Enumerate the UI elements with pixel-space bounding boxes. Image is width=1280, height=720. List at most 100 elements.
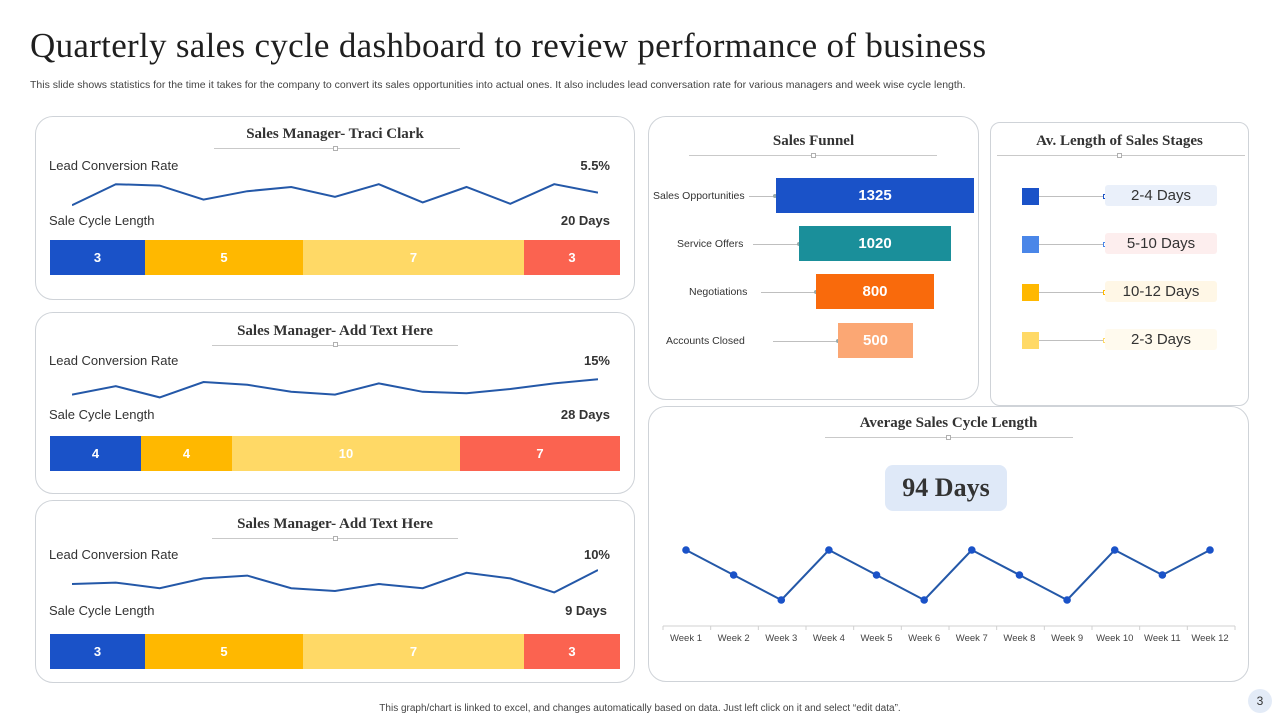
funnel-leader-line bbox=[761, 292, 816, 293]
funnel-leader-marker bbox=[773, 194, 777, 198]
lead-conversion-label: Lead Conversion Rate bbox=[49, 158, 179, 173]
title-underline-marker bbox=[946, 435, 951, 440]
week-tick-label: Week 5 bbox=[861, 633, 893, 644]
segment-2: 5 bbox=[145, 240, 303, 275]
funnel-bar-service-offers: 1020 bbox=[799, 226, 951, 261]
funnel-bar-sales-opportunities: 1325 bbox=[776, 178, 974, 213]
segment-4: 3 bbox=[524, 634, 620, 669]
funnel-label-accounts-closed: Accounts Closed bbox=[666, 335, 745, 347]
segment-3: 7 bbox=[303, 634, 524, 669]
sales-stages-card: Av. Length of Sales Stages 2-4 Days 5-10… bbox=[990, 122, 1249, 406]
lead-conversion-label: Lead Conversion Rate bbox=[49, 353, 179, 368]
manager-card-2: Sales Manager- Add Text Here Lead Conver… bbox=[35, 312, 635, 494]
funnel-label-negotiations: Negotiations bbox=[689, 286, 748, 298]
avg-cycle-series-line bbox=[685, 548, 1211, 602]
manager-card-3: Sales Manager- Add Text Here Lead Conver… bbox=[35, 500, 635, 683]
segment-2: 4 bbox=[141, 436, 232, 471]
title-underline-marker bbox=[333, 536, 338, 541]
avg-cycle-point bbox=[1015, 571, 1024, 579]
week-tick-label: Week 2 bbox=[718, 633, 750, 644]
lead-conversion-sparkline bbox=[72, 569, 598, 594]
sale-cycle-label: Sale Cycle Length bbox=[49, 603, 155, 618]
avg-cycle-point bbox=[920, 596, 928, 604]
funnel-leader-line bbox=[753, 244, 799, 245]
avg-cycle-point bbox=[1063, 596, 1071, 604]
stage-leader-line bbox=[1039, 292, 1105, 293]
sales-funnel-card: Sales Funnel Sales Opportunities 1325 Se… bbox=[648, 116, 979, 400]
stage-leader-line bbox=[1039, 340, 1105, 341]
stage-swatch-2 bbox=[1022, 236, 1039, 253]
lead-conversion-value: 10% bbox=[583, 547, 610, 562]
avg-cycle-point bbox=[968, 546, 976, 554]
funnel-bar-accounts-closed: 500 bbox=[838, 323, 913, 358]
sparkline-series bbox=[72, 183, 598, 207]
title-underline-marker bbox=[1117, 153, 1122, 158]
footer-note: This graph/chart is linked to excel, and… bbox=[379, 703, 901, 714]
manager-card-title: Sales Manager- Add Text Here bbox=[237, 323, 433, 339]
sale-cycle-stacked-bar: 3 5 7 3 bbox=[50, 240, 620, 275]
avg-cycle-point bbox=[1206, 546, 1214, 554]
stage-pill-3: 10-12 Days bbox=[1105, 281, 1217, 302]
title-underline-marker bbox=[811, 153, 816, 158]
sale-cycle-value: 9 Days bbox=[565, 603, 607, 618]
page-title: Quarterly sales cycle dashboard to revie… bbox=[30, 26, 987, 65]
funnel-label-service-offers: Service Offers bbox=[677, 238, 744, 250]
avg-cycle-card: Average Sales Cycle Length 94 Days Week … bbox=[648, 406, 1249, 682]
week-tick-label: Week 10 bbox=[1096, 633, 1133, 644]
week-tick-label: Week 1 bbox=[670, 633, 702, 644]
stage-leader-line bbox=[1039, 244, 1105, 245]
stage-swatch-3 bbox=[1022, 284, 1039, 301]
sale-cycle-value: 20 Days bbox=[560, 213, 610, 228]
week-tick-label: Week 6 bbox=[908, 633, 940, 644]
segment-1: 3 bbox=[50, 240, 145, 275]
sale-cycle-label: Sale Cycle Length bbox=[49, 213, 155, 228]
avg-cycle-title: Average Sales Cycle Length bbox=[859, 415, 1038, 431]
avg-cycle-point bbox=[872, 571, 881, 579]
week-tick-label: Week 7 bbox=[956, 633, 988, 644]
funnel-leader-line bbox=[749, 196, 775, 197]
lead-conversion-sparkline bbox=[72, 378, 598, 399]
avg-cycle-point bbox=[729, 571, 738, 579]
segment-4: 3 bbox=[524, 240, 620, 275]
page-subtitle: This slide shows statistics for the time… bbox=[30, 79, 966, 91]
week-tick-label: Week 12 bbox=[1191, 633, 1228, 644]
segment-3: 7 bbox=[303, 240, 524, 275]
sale-cycle-stacked-bar: 3 5 7 3 bbox=[50, 634, 620, 669]
avg-cycle-point bbox=[682, 546, 690, 554]
page-number: 3 bbox=[1248, 689, 1272, 713]
sparkline-series bbox=[72, 569, 598, 594]
sale-cycle-value: 28 Days bbox=[560, 407, 610, 422]
segment-2: 5 bbox=[145, 634, 303, 669]
sales-stages-title: Av. Length of Sales Stages bbox=[1036, 133, 1203, 149]
manager-card-title: Sales Manager- Traci Clark bbox=[246, 126, 424, 142]
week-tick-label: Week 4 bbox=[813, 633, 845, 644]
title-underline-marker bbox=[333, 342, 338, 347]
avg-cycle-point bbox=[825, 546, 833, 554]
avg-cycle-point bbox=[777, 596, 786, 604]
funnel-leader-line bbox=[773, 341, 838, 342]
week-tick-label: Week 11 bbox=[1144, 633, 1181, 644]
stage-pill-2: 5-10 Days bbox=[1105, 233, 1217, 254]
manager-card-title: Sales Manager- Add Text Here bbox=[237, 516, 433, 532]
stage-swatch-1 bbox=[1022, 188, 1039, 205]
avg-cycle-point bbox=[1110, 546, 1119, 554]
funnel-bar-negotiations: 800 bbox=[816, 274, 934, 309]
lead-conversion-value: 5.5% bbox=[580, 158, 610, 173]
stage-pill-1: 2-4 Days bbox=[1105, 185, 1217, 206]
lead-conversion-label: Lead Conversion Rate bbox=[49, 547, 179, 562]
manager-card-1: Sales Manager- Traci Clark Lead Conversi… bbox=[35, 116, 635, 300]
stage-swatch-4 bbox=[1022, 332, 1039, 349]
sales-funnel-title: Sales Funnel bbox=[772, 133, 855, 149]
avg-cycle-value: 94 Days bbox=[885, 465, 1007, 511]
funnel-label-sales-opportunities: Sales Opportunities bbox=[653, 190, 745, 202]
avg-cycle-point bbox=[1158, 571, 1167, 579]
lead-conversion-value: 15% bbox=[583, 353, 610, 368]
segment-3: 10 bbox=[232, 436, 460, 471]
segment-4: 7 bbox=[460, 436, 620, 471]
stage-leader-line bbox=[1039, 196, 1105, 197]
avg-cycle-line-chart: Week 1 Week 2 Week 3 Week 4 Week 5 Week 6 Week… bbox=[662, 546, 1236, 644]
sale-cycle-label: Sale Cycle Length bbox=[49, 407, 155, 422]
week-tick-label: Week 8 bbox=[1003, 633, 1035, 644]
sparkline-series bbox=[72, 378, 598, 399]
week-tick-label: Week 3 bbox=[765, 633, 797, 644]
